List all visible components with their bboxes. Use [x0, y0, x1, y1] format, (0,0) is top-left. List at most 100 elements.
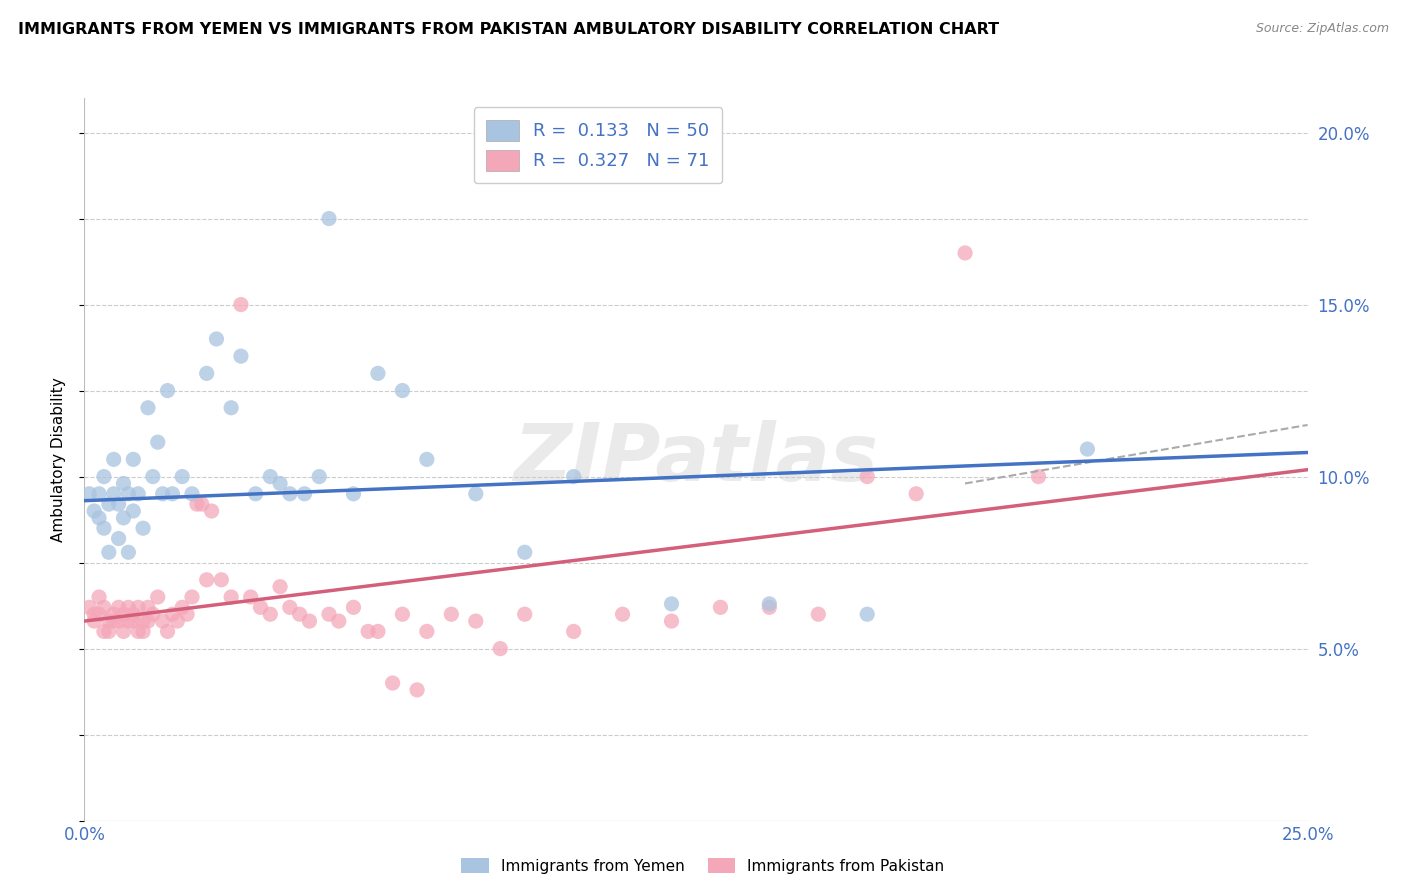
- Point: [416, 624, 439, 639]
- Point: [117, 487, 139, 501]
- Point: [1076, 442, 1098, 456]
- Point: [318, 607, 340, 622]
- Point: [97, 614, 120, 628]
- Point: [132, 614, 155, 628]
- Point: [156, 384, 179, 398]
- Point: [103, 452, 125, 467]
- Point: [103, 607, 125, 622]
- Point: [103, 614, 125, 628]
- Point: [294, 487, 316, 501]
- Point: [709, 600, 731, 615]
- Point: [239, 590, 262, 604]
- Point: [229, 349, 252, 363]
- Point: [181, 590, 204, 604]
- Point: [156, 624, 179, 639]
- Point: [152, 487, 174, 501]
- Point: [391, 384, 413, 398]
- Point: [97, 545, 120, 559]
- Point: [406, 682, 429, 697]
- Text: IMMIGRANTS FROM YEMEN VS IMMIGRANTS FROM PAKISTAN AMBULATORY DISABILITY CORRELAT: IMMIGRANTS FROM YEMEN VS IMMIGRANTS FROM…: [18, 22, 1000, 37]
- Point: [259, 469, 281, 483]
- Point: [562, 624, 585, 639]
- Point: [97, 624, 120, 639]
- Point: [112, 624, 135, 639]
- Point: [162, 607, 184, 622]
- Point: [127, 624, 149, 639]
- Point: [83, 614, 105, 628]
- Point: [103, 487, 125, 501]
- Point: [107, 532, 129, 546]
- Point: [513, 545, 536, 559]
- Point: [249, 600, 271, 615]
- Point: [87, 511, 110, 525]
- Y-axis label: Ambulatory Disability: Ambulatory Disability: [51, 377, 66, 541]
- Point: [136, 401, 159, 415]
- Point: [181, 487, 204, 501]
- Point: [342, 487, 364, 501]
- Point: [367, 367, 389, 381]
- Point: [661, 597, 683, 611]
- Point: [142, 469, 165, 483]
- Point: [357, 624, 380, 639]
- Text: ZIPatlas: ZIPatlas: [513, 420, 879, 499]
- Point: [612, 607, 634, 622]
- Point: [318, 211, 340, 226]
- Point: [269, 580, 291, 594]
- Point: [93, 624, 115, 639]
- Point: [464, 487, 486, 501]
- Point: [328, 614, 350, 628]
- Point: [122, 614, 145, 628]
- Point: [122, 452, 145, 467]
- Point: [288, 607, 311, 622]
- Point: [367, 624, 389, 639]
- Point: [191, 497, 214, 511]
- Point: [127, 487, 149, 501]
- Point: [152, 614, 174, 628]
- Point: [146, 435, 169, 450]
- Point: [77, 600, 100, 615]
- Point: [97, 497, 120, 511]
- Point: [93, 521, 115, 535]
- Point: [381, 676, 404, 690]
- Point: [117, 600, 139, 615]
- Point: [416, 452, 439, 467]
- Point: [807, 607, 830, 622]
- Point: [107, 614, 129, 628]
- Point: [122, 504, 145, 518]
- Point: [391, 607, 413, 622]
- Point: [758, 600, 780, 615]
- Point: [83, 504, 105, 518]
- Text: Source: ZipAtlas.com: Source: ZipAtlas.com: [1256, 22, 1389, 36]
- Point: [298, 614, 321, 628]
- Point: [661, 614, 683, 628]
- Point: [112, 476, 135, 491]
- Point: [278, 487, 301, 501]
- Point: [219, 590, 242, 604]
- Point: [166, 614, 188, 628]
- Point: [112, 511, 135, 525]
- Point: [269, 476, 291, 491]
- Point: [112, 607, 135, 622]
- Point: [162, 487, 184, 501]
- Point: [229, 297, 252, 311]
- Point: [856, 607, 879, 622]
- Point: [87, 590, 110, 604]
- Point: [172, 600, 194, 615]
- Point: [77, 487, 100, 501]
- Point: [205, 332, 228, 346]
- Point: [172, 469, 194, 483]
- Point: [146, 590, 169, 604]
- Point: [245, 487, 267, 501]
- Point: [132, 624, 155, 639]
- Point: [83, 607, 105, 622]
- Point: [905, 487, 928, 501]
- Point: [953, 246, 976, 260]
- Point: [107, 497, 129, 511]
- Point: [122, 607, 145, 622]
- Point: [195, 367, 218, 381]
- Point: [562, 469, 585, 483]
- Point: [440, 607, 463, 622]
- Point: [209, 573, 232, 587]
- Point: [308, 469, 330, 483]
- Point: [219, 401, 242, 415]
